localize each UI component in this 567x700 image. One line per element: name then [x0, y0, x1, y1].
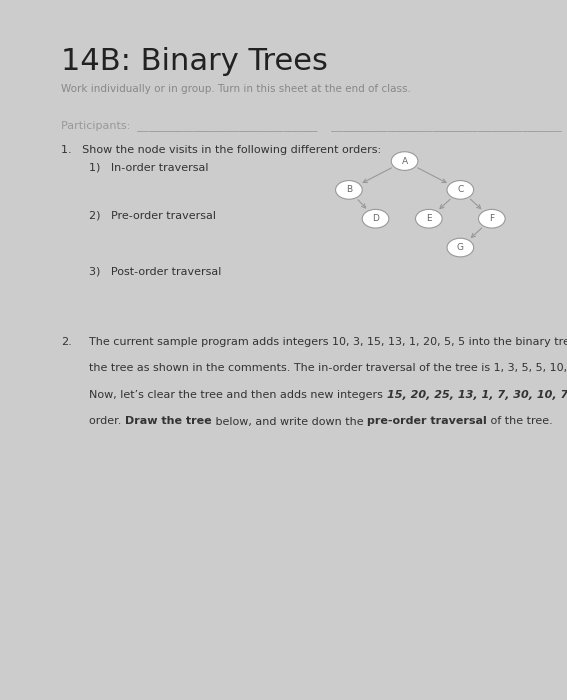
Text: the tree as shown in the comments. The in-order traversal of the tree is 1, 3, 5: the tree as shown in the comments. The i…: [89, 363, 567, 373]
Text: Participants:  ________________________________    _____________________________: Participants: __________________________…: [61, 120, 562, 132]
Text: order.: order.: [89, 416, 125, 426]
Text: below, and write down the: below, and write down the: [211, 416, 367, 426]
Circle shape: [336, 181, 362, 199]
Text: G: G: [457, 243, 464, 252]
Text: 1)   In-order traversal: 1) In-order traversal: [89, 162, 209, 172]
Text: 2)   Pre-order traversal: 2) Pre-order traversal: [89, 210, 216, 220]
Text: 1.   Show the node visits in the following different orders:: 1. Show the node visits in the following…: [61, 145, 382, 155]
Text: Draw the tree: Draw the tree: [125, 416, 211, 426]
Text: C: C: [457, 186, 463, 195]
Text: B: B: [346, 186, 352, 195]
Circle shape: [416, 209, 442, 228]
Text: 2.: 2.: [61, 337, 72, 346]
Text: 3)   Post-order traversal: 3) Post-order traversal: [89, 267, 222, 277]
Text: Work individually or in group. Turn in this sheet at the end of class.: Work individually or in group. Turn in t…: [61, 84, 411, 94]
Text: F: F: [489, 214, 494, 223]
Circle shape: [447, 181, 473, 199]
Circle shape: [362, 209, 389, 228]
Text: D: D: [372, 214, 379, 223]
Circle shape: [391, 152, 418, 170]
Text: 15, 20, 25, 13, 1, 7, 30, 10, 7: 15, 20, 25, 13, 1, 7, 30, 10, 7: [387, 390, 567, 400]
Text: 14B: Binary Trees: 14B: Binary Trees: [61, 48, 328, 76]
Text: E: E: [426, 214, 431, 223]
Text: of the tree.: of the tree.: [486, 416, 552, 426]
Circle shape: [479, 209, 505, 228]
Text: pre-order traversal: pre-order traversal: [367, 416, 486, 426]
Circle shape: [447, 238, 473, 257]
Text: A: A: [401, 157, 408, 166]
Text: Now, let’s clear the tree and then adds new integers: Now, let’s clear the tree and then adds …: [89, 390, 387, 400]
Text: The current sample program adds integers 10, 3, 15, 13, 1, 20, 5, 5 into the bin: The current sample program adds integers…: [89, 337, 567, 346]
